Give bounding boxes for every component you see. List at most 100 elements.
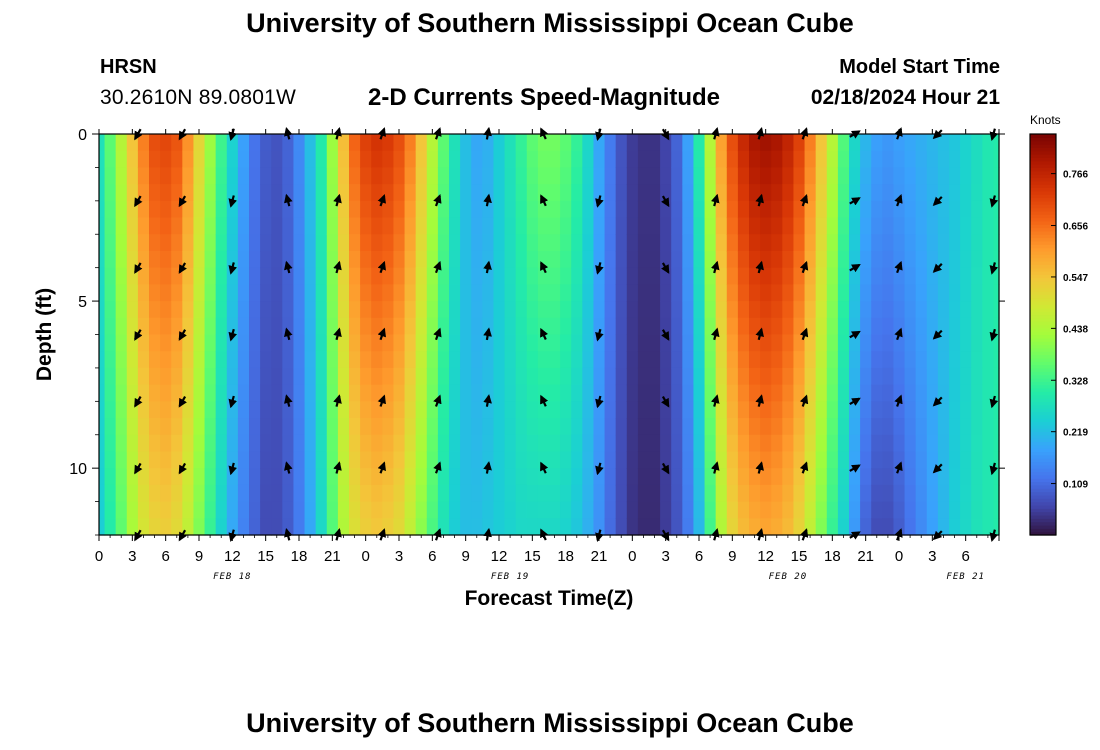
x-tick-label: 12: [491, 548, 508, 565]
heatmap-cell: [693, 317, 706, 336]
heatmap-cell: [449, 184, 461, 202]
heatmap-cell: [404, 518, 417, 536]
colorbar-segment: [1030, 371, 1056, 376]
heatmap-cell: [549, 200, 561, 219]
heatmap-cell: [526, 301, 539, 319]
heatmap-cell: [626, 317, 639, 336]
heatmap-cell: [660, 284, 672, 302]
heatmap-cell: [660, 250, 672, 269]
heatmap-cell: [193, 301, 206, 319]
current-vector-arrow: [433, 327, 442, 341]
heatmap-cell: [349, 334, 361, 352]
heatmap-cell: [171, 301, 183, 319]
heatmap-cell: [826, 200, 839, 219]
heatmap-cell: [915, 284, 928, 302]
current-vector-arrow: [134, 262, 143, 274]
heatmap-cell: [304, 200, 317, 219]
colorbar-segment: [1030, 254, 1056, 259]
heatmap-cell: [726, 401, 739, 419]
colorbar-segment: [1030, 170, 1056, 175]
current-vector-arrow: [932, 196, 943, 206]
heatmap-cell: [704, 518, 717, 536]
heatmap-cell: [637, 434, 650, 453]
heatmap-cell: [249, 501, 261, 519]
heatmap-cell: [971, 484, 983, 503]
current-vector-arrow: [333, 260, 342, 274]
heatmap-cell: [415, 167, 428, 185]
heatmap-cell: [182, 250, 195, 269]
heatmap-cell: [493, 367, 506, 386]
heatmap-cell: [593, 250, 606, 269]
current-vector-arrow: [377, 394, 386, 407]
heatmap-cell: [404, 234, 417, 252]
colorbar-segment: [1030, 397, 1056, 402]
heatmap-cell: [249, 167, 261, 185]
heatmap-cell: [782, 484, 795, 503]
colorbar-segment: [1030, 277, 1056, 282]
heatmap-cell: [960, 484, 972, 503]
heatmap-cell: [949, 167, 961, 185]
heatmap-cell: [760, 284, 772, 302]
heatmap-cell: [282, 484, 295, 503]
heatmap-cell: [282, 384, 295, 402]
heatmap-cell: [182, 267, 195, 285]
heatmap-cell: [960, 518, 972, 536]
heatmap-cell: [949, 367, 961, 386]
heatmap-cell: [682, 384, 695, 402]
heatmap-cell: [260, 317, 272, 336]
heatmap-cell: [237, 134, 250, 152]
heatmap-cell: [949, 150, 961, 169]
heatmap-cell: [449, 167, 461, 185]
heatmap-cell: [99, 334, 106, 352]
heatmap-cell: [749, 150, 761, 169]
heatmap-cell: [293, 167, 306, 185]
heatmap-cell: [682, 317, 695, 336]
heatmap-cell: [460, 518, 472, 536]
heatmap-cell: [671, 518, 683, 536]
heatmap-cell: [482, 284, 495, 302]
heatmap-cell: [849, 401, 861, 419]
heatmap-cell: [193, 234, 206, 252]
heatmap-cell: [437, 234, 450, 252]
heatmap-cell: [504, 134, 517, 152]
heatmap-cell: [99, 351, 106, 369]
heatmap-cell: [371, 134, 383, 152]
x-tick-label: 3: [128, 548, 136, 565]
heatmap-cell: [782, 134, 795, 152]
heatmap-cell: [893, 301, 906, 319]
heatmap-cell: [282, 184, 295, 202]
model-start-value: 02/18/2024 Hour 21: [810, 86, 1000, 109]
heatmap-cell: [99, 434, 106, 453]
heatmap-cell: [215, 284, 228, 302]
heatmap-cell: [460, 418, 472, 436]
heatmap-cell: [349, 367, 361, 386]
heatmap-cell: [949, 217, 961, 235]
colorbar-segment: [1030, 418, 1056, 422]
heatmap-cell: [99, 301, 106, 319]
heatmap-cell: [99, 518, 106, 536]
heatmap-cell: [760, 401, 772, 419]
x-tick-label: 0: [361, 548, 369, 565]
heatmap-cell: [604, 451, 617, 469]
heatmap-cell: [260, 250, 272, 269]
heatmap-cell: [737, 217, 750, 235]
current-vector-arrow: [989, 395, 999, 409]
heatmap-cell: [815, 351, 828, 369]
heatmap-cell: [360, 234, 372, 252]
heatmap-cell: [215, 184, 228, 202]
heatmap-cell: [982, 184, 995, 202]
heatmap-cell: [171, 518, 183, 536]
heatmap-cell: [804, 434, 817, 453]
heatmap-cell: [737, 351, 750, 369]
heatmap-cell: [860, 418, 872, 436]
heatmap-cell: [637, 468, 650, 486]
colorbar-segment: [1030, 147, 1056, 152]
heatmap-cell: [337, 367, 350, 386]
heatmap-cell: [204, 167, 217, 185]
heatmap-cell: [304, 501, 317, 519]
heatmap-cell: [271, 418, 283, 436]
colorbar-tick-label: 0.766: [1063, 170, 1088, 181]
heatmap-cell: [460, 184, 472, 202]
heatmap-cell: [293, 150, 306, 169]
heatmap-cell: [526, 267, 539, 285]
